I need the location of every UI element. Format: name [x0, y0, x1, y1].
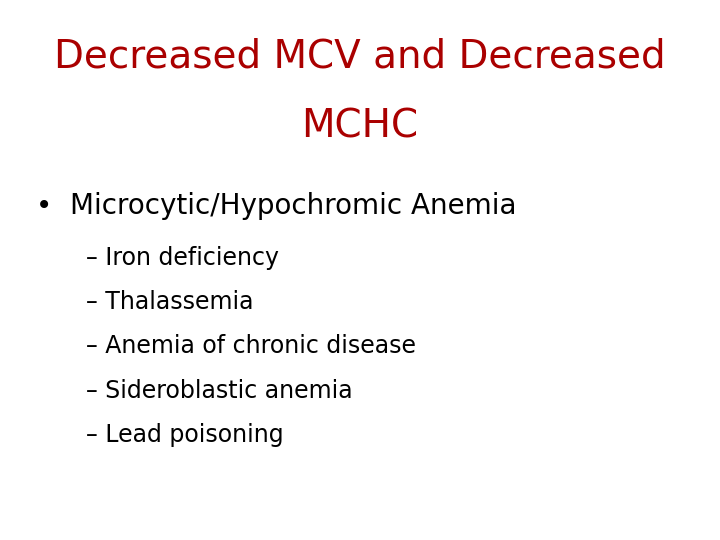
Text: – Iron deficiency: – Iron deficiency [86, 246, 279, 269]
Text: – Anemia of chronic disease: – Anemia of chronic disease [86, 334, 416, 358]
Text: – Lead poisoning: – Lead poisoning [86, 423, 284, 447]
Text: •  Microcytic/Hypochromic Anemia: • Microcytic/Hypochromic Anemia [36, 192, 516, 220]
Text: Decreased MCV and Decreased: Decreased MCV and Decreased [54, 38, 666, 76]
Text: MCHC: MCHC [302, 108, 418, 146]
Text: – Thalassemia: – Thalassemia [86, 290, 254, 314]
Text: – Sideroblastic anemia: – Sideroblastic anemia [86, 379, 353, 402]
